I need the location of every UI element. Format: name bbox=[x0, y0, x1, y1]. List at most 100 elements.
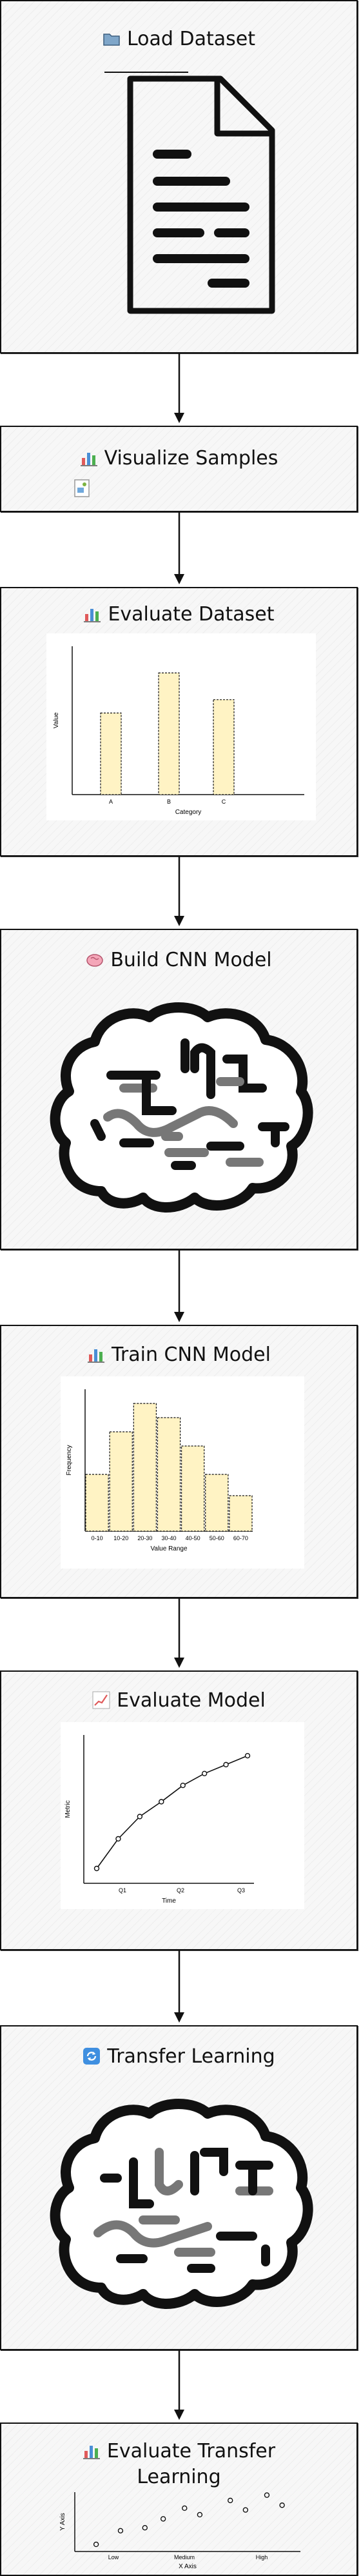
scatter-point bbox=[117, 2528, 124, 2533]
document-icon bbox=[104, 72, 275, 314]
node-label: Learning bbox=[137, 2466, 221, 2488]
bar bbox=[100, 712, 122, 795]
data-point bbox=[223, 1761, 229, 1768]
node-title-line2: Learning bbox=[1, 2465, 356, 2490]
data-point bbox=[137, 1814, 143, 1819]
scatter-point bbox=[279, 2502, 285, 2508]
data-point bbox=[201, 1770, 208, 1777]
scatter-point bbox=[182, 2505, 188, 2512]
x-tick-label: B bbox=[167, 798, 171, 805]
node-label: Evaluate Model bbox=[117, 1689, 266, 1712]
flow-arrow bbox=[174, 512, 184, 584]
bar-chart-icon bbox=[88, 1349, 105, 1363]
node-build-cnn: Build CNN Model bbox=[0, 929, 358, 1250]
scatter-point bbox=[242, 2507, 249, 2513]
bar bbox=[109, 1431, 133, 1532]
data-point bbox=[244, 1753, 251, 1759]
y-axis-label: Y Axis bbox=[59, 2513, 66, 2531]
brain-circuit-illustration bbox=[50, 2099, 313, 2309]
y-axis-label: Frequency bbox=[66, 1445, 73, 1475]
x-tick-label: 60-70 bbox=[233, 1535, 248, 1541]
bar bbox=[157, 1417, 181, 1532]
data-point bbox=[159, 1799, 164, 1805]
x-tick-label: 30-40 bbox=[161, 1535, 176, 1541]
bar bbox=[158, 672, 180, 795]
scatter-point bbox=[197, 2512, 203, 2518]
flow-arrow bbox=[174, 1598, 184, 1668]
node-train-cnn: Train CNN Model Value Range Frequency 0-10… bbox=[0, 1325, 358, 1598]
x-tick-label: 0-10 bbox=[92, 1535, 103, 1541]
y-axis-label: Value bbox=[53, 712, 60, 728]
node-label: Build CNN Model bbox=[110, 949, 272, 971]
bar-chart-icon bbox=[84, 609, 101, 622]
x-tick-label: C bbox=[222, 798, 226, 805]
node-label: Evaluate Dataset bbox=[108, 603, 275, 626]
node-evaluate-transfer: Evaluate Transfer Learning bbox=[0, 2422, 358, 2576]
node-load-dataset: Load Dataset bbox=[0, 0, 358, 353]
node-title: Train CNN Model bbox=[1, 1343, 356, 1367]
x-tick-label: Q2 bbox=[177, 1887, 184, 1894]
node-label: Load Dataset bbox=[127, 28, 255, 50]
node-title: Transfer Learning bbox=[1, 2045, 356, 2069]
data-point bbox=[115, 1836, 121, 1842]
histogram-chart: Value Range Frequency 0-10 10-20 20-30 30-40 4… bbox=[66, 1389, 253, 1552]
category-bar-chart: Category Value A B C bbox=[53, 646, 304, 816]
data-point bbox=[93, 1865, 100, 1872]
x-tick-label: A bbox=[109, 798, 113, 805]
node-label: Visualize Samples bbox=[104, 447, 278, 470]
x-tick-label: 40-50 bbox=[186, 1535, 200, 1541]
x-tick-label: Q3 bbox=[237, 1887, 245, 1894]
node-transfer-learning: Transfer Learning bbox=[0, 2025, 358, 2350]
scatter-point bbox=[160, 2516, 166, 2522]
x-axis-label: Category bbox=[175, 809, 202, 816]
node-title: Visualize Samples bbox=[1, 446, 356, 471]
node-title: Build CNN Model bbox=[1, 948, 356, 973]
scatter-chart: X Axis Y Axis Low Medium High bbox=[59, 2492, 300, 2570]
brain-icon bbox=[86, 954, 104, 967]
node-title: Load Dataset bbox=[1, 27, 356, 52]
scatter-point bbox=[142, 2525, 148, 2531]
scatter-point bbox=[93, 2541, 99, 2548]
node-visualize-samples: Visualize Samples bbox=[0, 426, 358, 512]
series-line bbox=[96, 1755, 248, 1869]
x-axis-label: Value Range bbox=[150, 1545, 188, 1552]
flow-arrow bbox=[174, 1250, 184, 1322]
bar bbox=[229, 1495, 253, 1532]
bar bbox=[180, 1445, 205, 1532]
node-title: Evaluate Transfer bbox=[1, 2439, 356, 2464]
node-label: Evaluate Transfer bbox=[106, 2440, 276, 2462]
data-point bbox=[180, 1782, 186, 1788]
node-label: Transfer Learning bbox=[107, 2045, 275, 2068]
node-title: Evaluate Model bbox=[1, 1689, 356, 1713]
x-tick-label: 50-60 bbox=[210, 1535, 224, 1541]
node-evaluate-model: Evaluate Model Time Metric Q1 Q2 Q3 bbox=[0, 1670, 358, 1950]
bar bbox=[205, 1474, 229, 1532]
metric-line-chart: Time Metric Q1 Q2 Q3 bbox=[64, 1735, 254, 1905]
flow-arrow bbox=[174, 353, 184, 423]
bar bbox=[213, 699, 235, 795]
node-label: Train CNN Model bbox=[112, 1343, 271, 1366]
x-axis-label: X Axis bbox=[179, 2563, 197, 2570]
bar bbox=[133, 1403, 157, 1532]
scatter-point bbox=[228, 2497, 233, 2504]
x-tick-label: Low bbox=[108, 2554, 119, 2561]
node-evaluate-dataset: Evaluate Dataset Category Value A B C bbox=[0, 587, 358, 857]
scatter-point bbox=[264, 2492, 270, 2498]
broken-image-icon bbox=[74, 479, 90, 497]
line-chart-icon bbox=[92, 1691, 110, 1709]
bar-chart-icon bbox=[83, 2446, 100, 2459]
bar bbox=[85, 1474, 109, 1532]
bar-chart-icon bbox=[80, 453, 97, 466]
flow-arrow bbox=[174, 2350, 184, 2420]
x-axis-label: Time bbox=[162, 1897, 176, 1905]
x-tick-label: Medium bbox=[174, 2554, 195, 2561]
y-axis-label: Metric bbox=[64, 1800, 72, 1818]
node-title: Evaluate Dataset bbox=[1, 602, 356, 627]
flow-arrow bbox=[174, 857, 184, 926]
refresh-icon bbox=[83, 2048, 101, 2065]
x-tick-label: High bbox=[256, 2554, 268, 2561]
folder-icon bbox=[103, 34, 120, 46]
x-tick-label: Q1 bbox=[119, 1887, 126, 1894]
x-tick-label: 10-20 bbox=[113, 1535, 128, 1541]
brain-circuit-illustration bbox=[50, 1002, 313, 1213]
